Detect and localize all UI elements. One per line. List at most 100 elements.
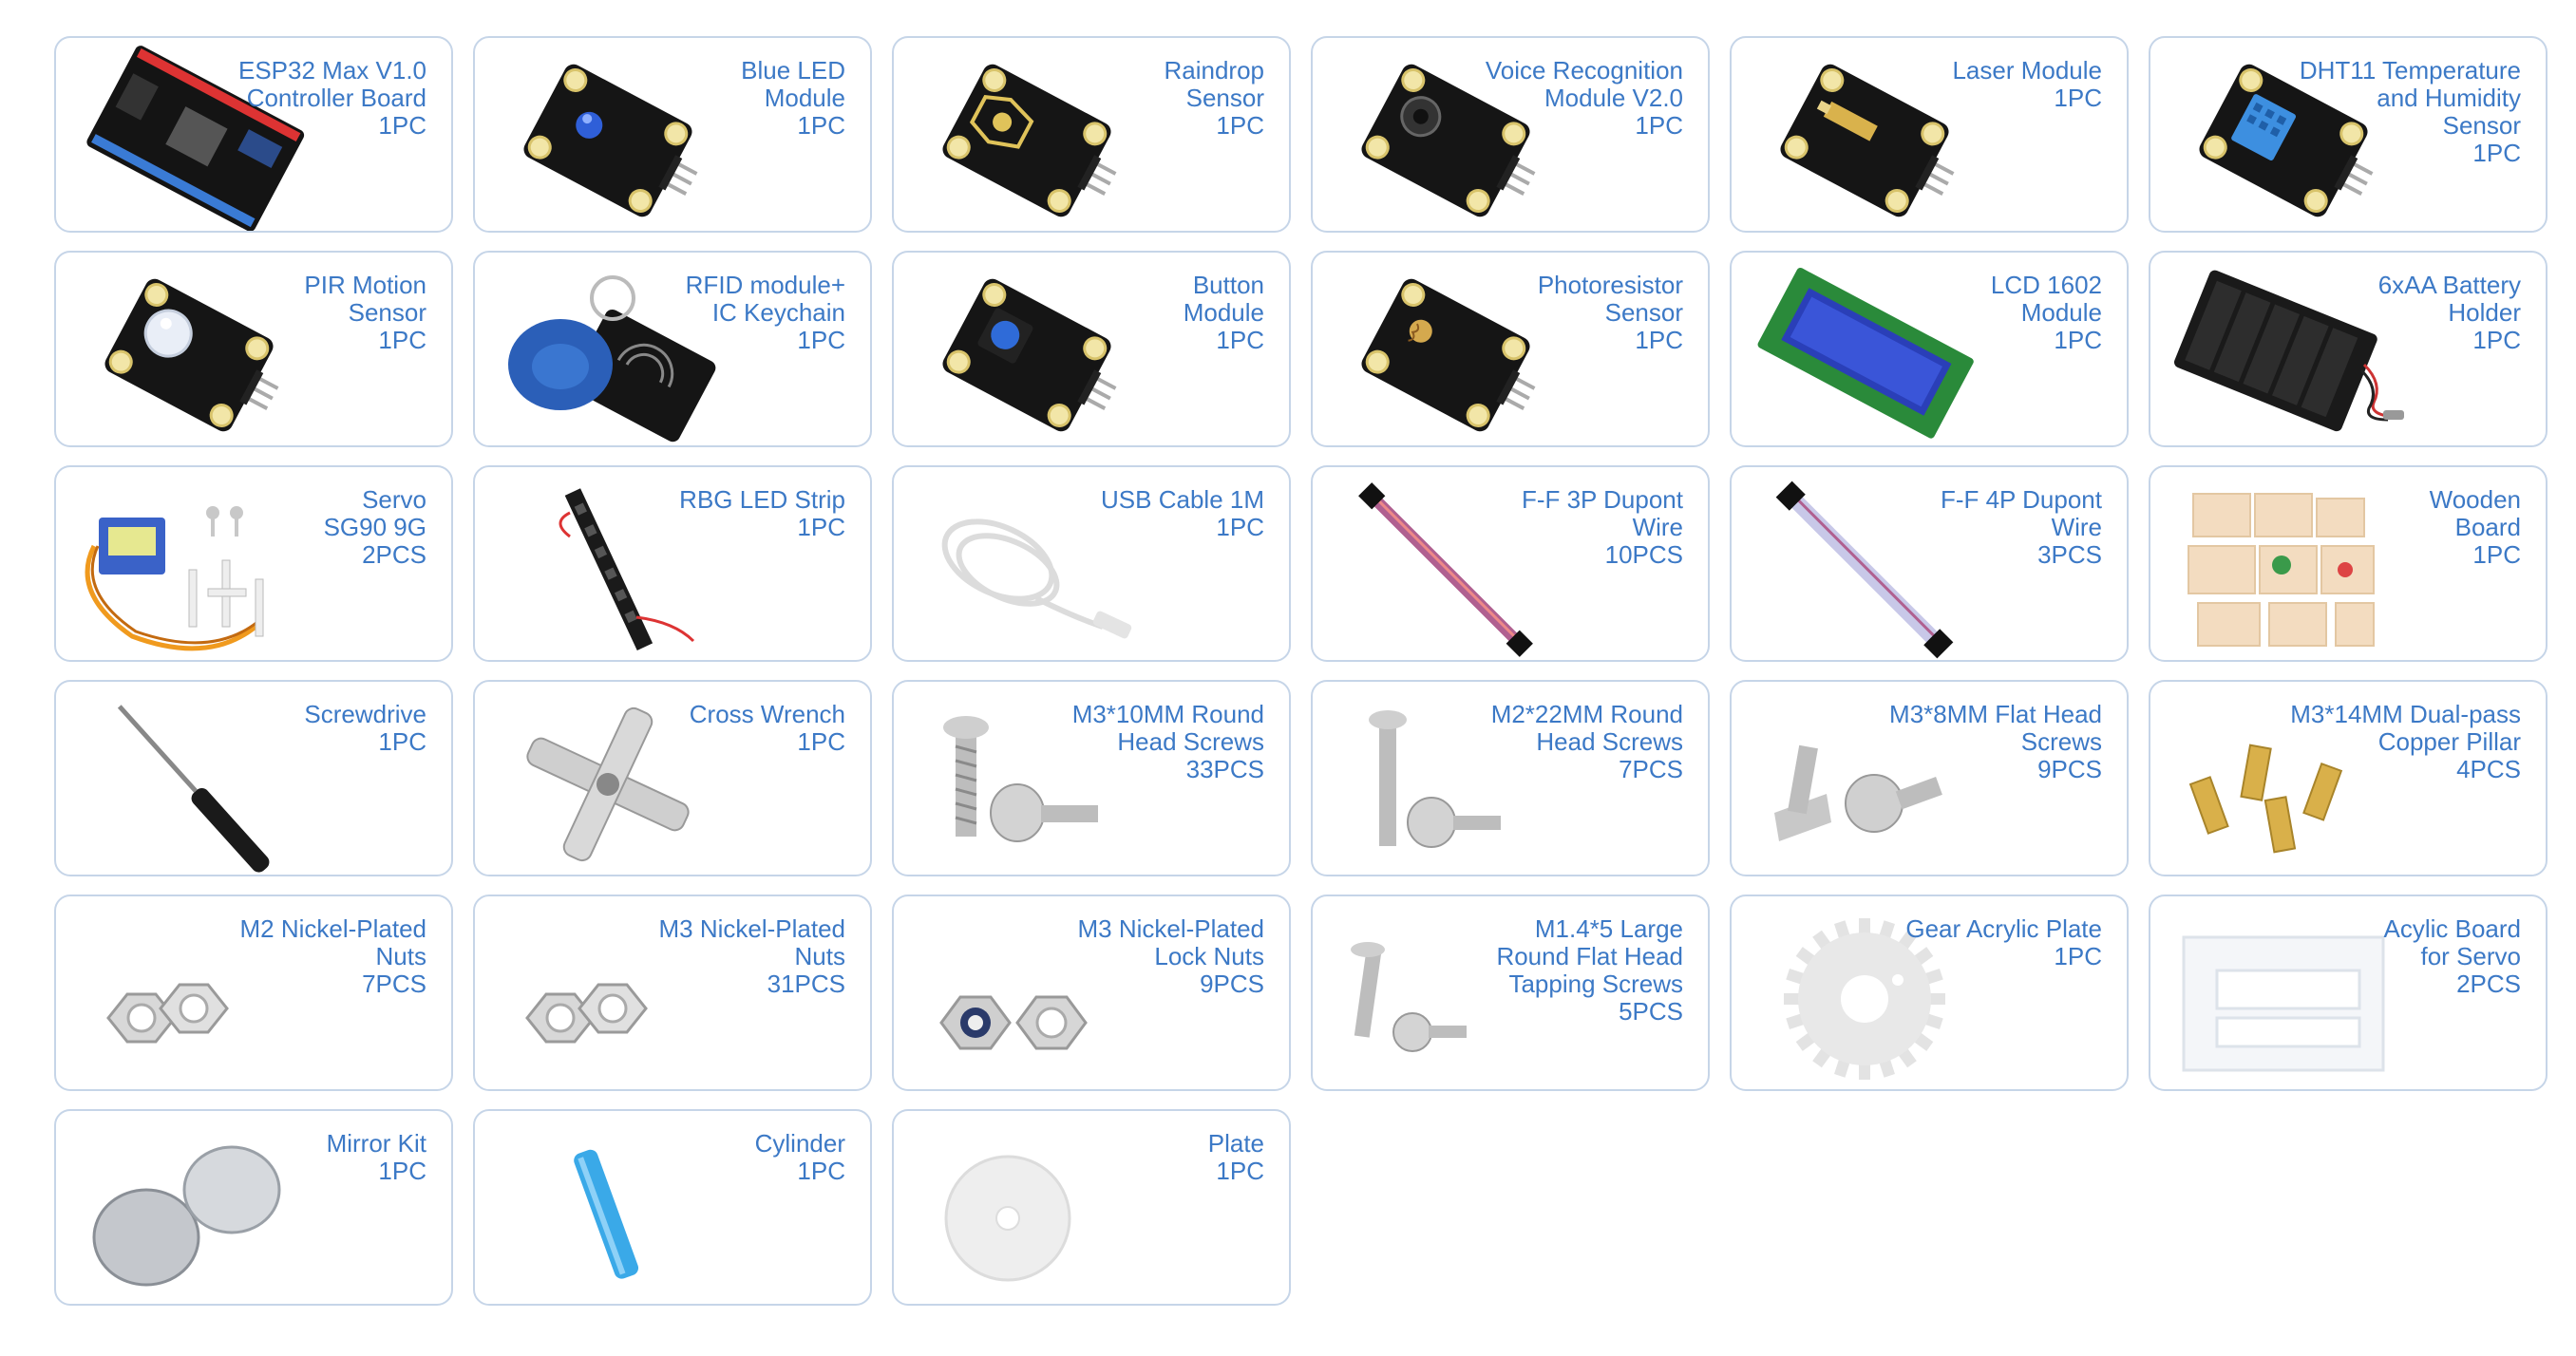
part-label: F-F 3P Dupont Wire 10PCS <box>1446 486 1683 569</box>
part-quantity: 1PC <box>1216 111 1264 140</box>
part-quantity: 2PCS <box>362 540 426 569</box>
part-label: RFID module+ IC Keychain 1PC <box>608 272 845 354</box>
part-label: Servo SG90 9G 2PCS <box>189 486 426 569</box>
cross-wrench-icon <box>484 689 731 875</box>
part-card: Laser Module 1PC <box>1730 36 2129 233</box>
part-name: PIR Motion Sensor <box>304 271 426 327</box>
part-label: M3 Nickel-Plated Lock Nuts 9PCS <box>1027 915 1264 998</box>
part-label: M1.4*5 Large Round Flat Head Tapping Scr… <box>1446 915 1683 1026</box>
part-quantity: 1PC <box>797 513 845 541</box>
part-name: RFID module+ IC Keychain <box>685 271 845 327</box>
part-quantity: 1PC <box>2054 326 2102 354</box>
part-card: Cross Wrench 1PC <box>473 680 872 876</box>
part-quantity: 1PC <box>378 1157 426 1185</box>
part-name: Photoresistor Sensor <box>1537 271 1683 327</box>
part-card: RBG LED Strip 1PC <box>473 465 872 662</box>
part-label: USB Cable 1M 1PC <box>1027 486 1264 541</box>
part-quantity: 1PC <box>2472 540 2521 569</box>
dht11-sensor-icon <box>2160 46 2407 231</box>
screwdriver-icon <box>66 689 313 875</box>
part-name: Mirror Kit <box>326 1129 426 1158</box>
part-card: Wooden Board 1PC <box>2149 465 2548 662</box>
part-card: M3*10MM Round Head Screws 33PCS <box>892 680 1291 876</box>
part-label: DHT11 Temperature and Humidity Sensor 1PC <box>2283 57 2521 167</box>
part-card: Servo SG90 9G 2PCS <box>54 465 453 662</box>
part-label: Gear Acrylic Plate 1PC <box>1865 915 2102 970</box>
pir-motion-sensor-icon <box>66 260 313 445</box>
part-label: F-F 4P Dupont Wire 3PCS <box>1865 486 2102 569</box>
part-card: Gear Acrylic Plate 1PC <box>1730 895 2129 1091</box>
esp32-board-icon <box>66 46 313 231</box>
mirror-kit-icon <box>66 1119 313 1304</box>
part-name: M3*14MM Dual-pass Copper Pillar <box>2290 700 2521 756</box>
part-quantity: 33PCS <box>1185 755 1264 783</box>
part-quantity: 1PC <box>378 727 426 756</box>
part-label: Button Module 1PC <box>1027 272 1264 354</box>
part-name: Acylic Board for Servo <box>2383 914 2522 970</box>
part-quantity: 1PC <box>2472 139 2521 167</box>
part-label: M3*8MM Flat Head Screws 9PCS <box>1865 701 2102 783</box>
laser-module-icon <box>1741 46 1988 231</box>
part-label: Mirror Kit 1PC <box>189 1130 426 1185</box>
part-card: M3*14MM Dual-pass Copper Pillar 4PCS <box>2149 680 2548 876</box>
part-card: M3 Nickel-Plated Nuts 31PCS <box>473 895 872 1091</box>
part-quantity: 10PCS <box>1604 540 1683 569</box>
blue-led-module-icon <box>484 46 731 231</box>
led-strip-icon <box>484 475 731 660</box>
servo-icon <box>66 475 313 660</box>
voice-recognition-module-icon <box>1322 46 1569 231</box>
part-quantity: 1PC <box>1216 513 1264 541</box>
part-card: Screwdrive 1PC <box>54 680 453 876</box>
part-name: Laser Module <box>1952 56 2102 85</box>
part-name: F-F 4P Dupont Wire <box>1940 485 2102 541</box>
part-label: Cross Wrench 1PC <box>608 701 845 756</box>
part-label: ESP32 Max V1.0 Controller Board 1PC <box>189 57 426 140</box>
tapping-screw-icon <box>1322 904 1569 1089</box>
part-name: Raindrop Sensor <box>1164 56 1264 112</box>
part-quantity: 5PCS <box>1619 997 1683 1026</box>
part-card: Cylinder 1PC <box>473 1109 872 1306</box>
acrylic-board-icon <box>2160 904 2407 1089</box>
part-name: Cross Wrench <box>689 700 845 728</box>
part-card: 6xAA Battery Holder 1PC <box>2149 251 2548 447</box>
part-name: M3 Nickel-Plated Nuts <box>658 914 845 970</box>
wooden-board-icon <box>2160 475 2407 660</box>
part-quantity: 1PC <box>797 326 845 354</box>
cylinder-icon <box>484 1119 731 1304</box>
raindrop-sensor-icon <box>903 46 1150 231</box>
part-card: M2 Nickel-Plated Nuts 7PCS <box>54 895 453 1091</box>
part-card: ESP32 Max V1.0 Controller Board 1PC <box>54 36 453 233</box>
part-quantity: 4PCS <box>2456 755 2521 783</box>
photoresistor-sensor-icon <box>1322 260 1569 445</box>
part-label: Blue LED Module 1PC <box>608 57 845 140</box>
flat-head-screw-icon <box>1741 689 1988 875</box>
part-name: 6xAA Battery Holder <box>2377 271 2521 327</box>
usb-cable-icon <box>903 475 1150 660</box>
part-label: M2*22MM Round Head Screws 7PCS <box>1446 701 1683 783</box>
part-name: Gear Acrylic Plate <box>1905 914 2102 943</box>
hex-nut-icon <box>484 904 731 1089</box>
part-card: PIR Motion Sensor 1PC <box>54 251 453 447</box>
part-card: USB Cable 1M 1PC <box>892 465 1291 662</box>
part-name: F-F 3P Dupont Wire <box>1521 485 1683 541</box>
part-label: M2 Nickel-Plated Nuts 7PCS <box>189 915 426 998</box>
part-label: RBG LED Strip 1PC <box>608 486 845 541</box>
part-card: LCD 1602 Module 1PC <box>1730 251 2129 447</box>
part-card: F-F 4P Dupont Wire 3PCS <box>1730 465 2129 662</box>
part-name: DHT11 Temperature and Humidity Sensor <box>2299 56 2521 140</box>
part-name: Screwdrive <box>304 700 426 728</box>
part-quantity: 1PC <box>1635 111 1683 140</box>
part-name: Blue LED Module <box>741 56 845 112</box>
part-label: M3 Nickel-Plated Nuts 31PCS <box>608 915 845 998</box>
part-quantity: 1PC <box>797 727 845 756</box>
part-label: Acylic Board for Servo 2PCS <box>2283 914 2522 998</box>
part-name: Wooden Board <box>2429 485 2521 541</box>
part-quantity: 1PC <box>2054 942 2102 970</box>
part-name: RBG LED Strip <box>679 485 845 514</box>
part-quantity: 2PCS <box>2456 970 2521 998</box>
part-card: F-F 3P Dupont Wire 10PCS <box>1311 465 1710 662</box>
part-quantity: 9PCS <box>1200 970 1264 998</box>
dupont-wire-3p-icon <box>1322 475 1569 660</box>
part-label: Plate 1PC <box>1027 1130 1264 1185</box>
